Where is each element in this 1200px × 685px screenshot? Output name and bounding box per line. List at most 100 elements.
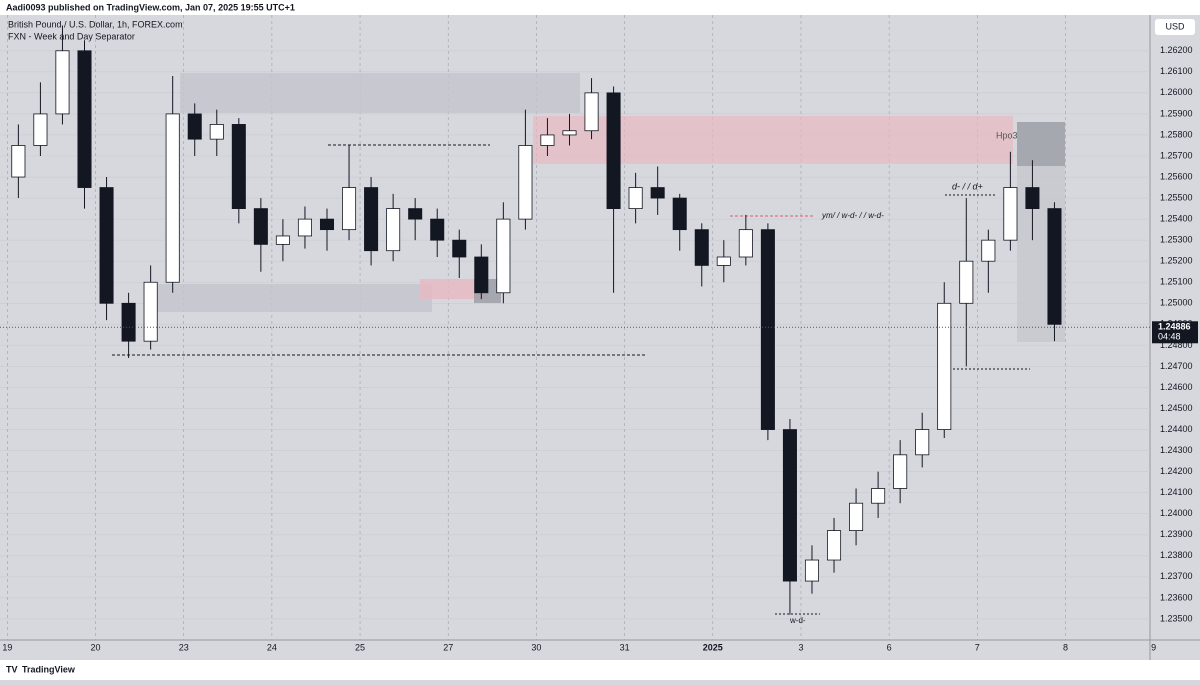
x-tick-label: 20 bbox=[91, 642, 101, 652]
y-tick-label: 1.23500 bbox=[1160, 613, 1193, 623]
bottom-bar bbox=[0, 660, 1200, 680]
y-tick-label: 1.24000 bbox=[1160, 508, 1193, 518]
candle-body bbox=[827, 530, 842, 561]
candle-body bbox=[849, 502, 864, 531]
candle-body bbox=[782, 429, 797, 582]
footer-brand: TradingView bbox=[22, 664, 76, 674]
candle-body bbox=[915, 429, 930, 456]
y-tick-label: 1.25100 bbox=[1160, 277, 1193, 287]
candle-body bbox=[893, 454, 908, 489]
y-tick-label: 1.23600 bbox=[1160, 592, 1193, 602]
chart-title: British Pound / U.S. Dollar, 1h, FOREX.c… bbox=[8, 19, 183, 29]
candle-body bbox=[474, 256, 489, 294]
y-tick-label: 1.25900 bbox=[1160, 108, 1193, 118]
zone bbox=[420, 279, 488, 299]
x-tick-label: 25 bbox=[355, 642, 365, 652]
candle-body bbox=[99, 187, 114, 304]
y-tick-label: 1.23800 bbox=[1160, 550, 1193, 560]
last-price-box bbox=[1152, 321, 1198, 344]
zone bbox=[1017, 122, 1065, 166]
y-tick-label: 1.24100 bbox=[1160, 487, 1193, 497]
y-tick-label: 1.24200 bbox=[1160, 466, 1193, 476]
x-tick-label: 2025 bbox=[703, 642, 723, 652]
y-tick-label: 1.23700 bbox=[1160, 571, 1193, 581]
y-tick-label: 1.26100 bbox=[1160, 66, 1193, 76]
x-tick-label: 24 bbox=[267, 642, 277, 652]
candle-body bbox=[253, 208, 268, 245]
candle-body bbox=[121, 302, 136, 342]
candle-body bbox=[297, 218, 312, 237]
candle-body bbox=[143, 281, 158, 342]
x-tick-label: 27 bbox=[443, 642, 453, 652]
y-tick-label: 1.23900 bbox=[1160, 529, 1193, 539]
y-tick-label: 1.25600 bbox=[1160, 171, 1193, 181]
candle-body bbox=[496, 218, 511, 294]
zone bbox=[180, 73, 580, 113]
y-tick-label: 1.24800 bbox=[1160, 340, 1193, 350]
candle-body bbox=[804, 559, 819, 582]
candle-body bbox=[364, 187, 379, 252]
y-tick-label: 1.25500 bbox=[1160, 192, 1193, 202]
candle-body bbox=[187, 113, 202, 140]
candle-body bbox=[694, 229, 709, 266]
currency[interactable]: USD bbox=[1165, 21, 1185, 31]
y-tick-label: 1.26000 bbox=[1160, 87, 1193, 97]
annotation: w-d- bbox=[789, 616, 806, 625]
x-tick-label: 7 bbox=[975, 642, 980, 652]
y-tick-label: 1.24400 bbox=[1160, 424, 1193, 434]
candle-body bbox=[231, 124, 246, 210]
y-tick-label: 1.25800 bbox=[1160, 129, 1193, 139]
annotation: ym/ / w-d- / / w-d- bbox=[821, 211, 884, 220]
y-tick-label: 1.25400 bbox=[1160, 213, 1193, 223]
candle-body bbox=[209, 124, 224, 140]
candle-body bbox=[672, 197, 687, 231]
candle-body bbox=[408, 208, 423, 220]
candle-body bbox=[871, 488, 886, 504]
candle-body bbox=[716, 256, 731, 266]
candle-body bbox=[386, 208, 401, 252]
y-tick-label: 1.25200 bbox=[1160, 256, 1193, 266]
zone bbox=[533, 116, 1013, 164]
x-tick-label: 23 bbox=[179, 642, 189, 652]
x-tick-label: 31 bbox=[620, 642, 630, 652]
x-tick-label: 8 bbox=[1063, 642, 1068, 652]
candle-body bbox=[165, 113, 180, 283]
y-tick-label: 1.24700 bbox=[1160, 361, 1193, 371]
x-tick-label: 3 bbox=[798, 642, 803, 652]
candle-body bbox=[959, 260, 974, 304]
x-tick-label: 6 bbox=[887, 642, 892, 652]
footer-logo: TV bbox=[6, 664, 18, 674]
candle-body bbox=[738, 229, 753, 258]
candle-body bbox=[981, 239, 996, 262]
y-tick-label: 1.26200 bbox=[1160, 45, 1193, 55]
x-tick-label: 30 bbox=[531, 642, 541, 652]
candle-body bbox=[275, 235, 290, 245]
candle-body bbox=[430, 218, 445, 241]
candle-body bbox=[452, 239, 467, 258]
top-bar bbox=[0, 0, 1200, 15]
candle-body bbox=[518, 145, 533, 220]
candle-body bbox=[77, 50, 92, 188]
y-tick-label: 1.25300 bbox=[1160, 235, 1193, 245]
countdown: 04:48 bbox=[1158, 332, 1181, 342]
last-price-label: 1.24886 bbox=[1158, 322, 1191, 332]
x-tick-label: 9 bbox=[1151, 642, 1156, 652]
y-tick-label: 1.25000 bbox=[1160, 298, 1193, 308]
candle-body bbox=[606, 92, 621, 210]
candle-body bbox=[1003, 187, 1018, 241]
candle-body bbox=[584, 92, 599, 132]
x-tick-label: 19 bbox=[2, 642, 12, 652]
y-tick-label: 1.24500 bbox=[1160, 403, 1193, 413]
candle-body bbox=[1025, 187, 1040, 210]
candle-body bbox=[342, 187, 357, 231]
published-text: Aadi0093 published on TradingView.com, J… bbox=[6, 2, 295, 12]
y-tick-label: 1.24600 bbox=[1160, 382, 1193, 392]
candle-body bbox=[55, 50, 70, 115]
candle-body bbox=[540, 134, 555, 146]
currency-box[interactable] bbox=[1155, 19, 1195, 35]
candle-body bbox=[937, 302, 952, 430]
y-tick-label: 1.25700 bbox=[1160, 150, 1193, 160]
chart-subtitle: FXN - Week and Day Separator bbox=[8, 31, 135, 41]
